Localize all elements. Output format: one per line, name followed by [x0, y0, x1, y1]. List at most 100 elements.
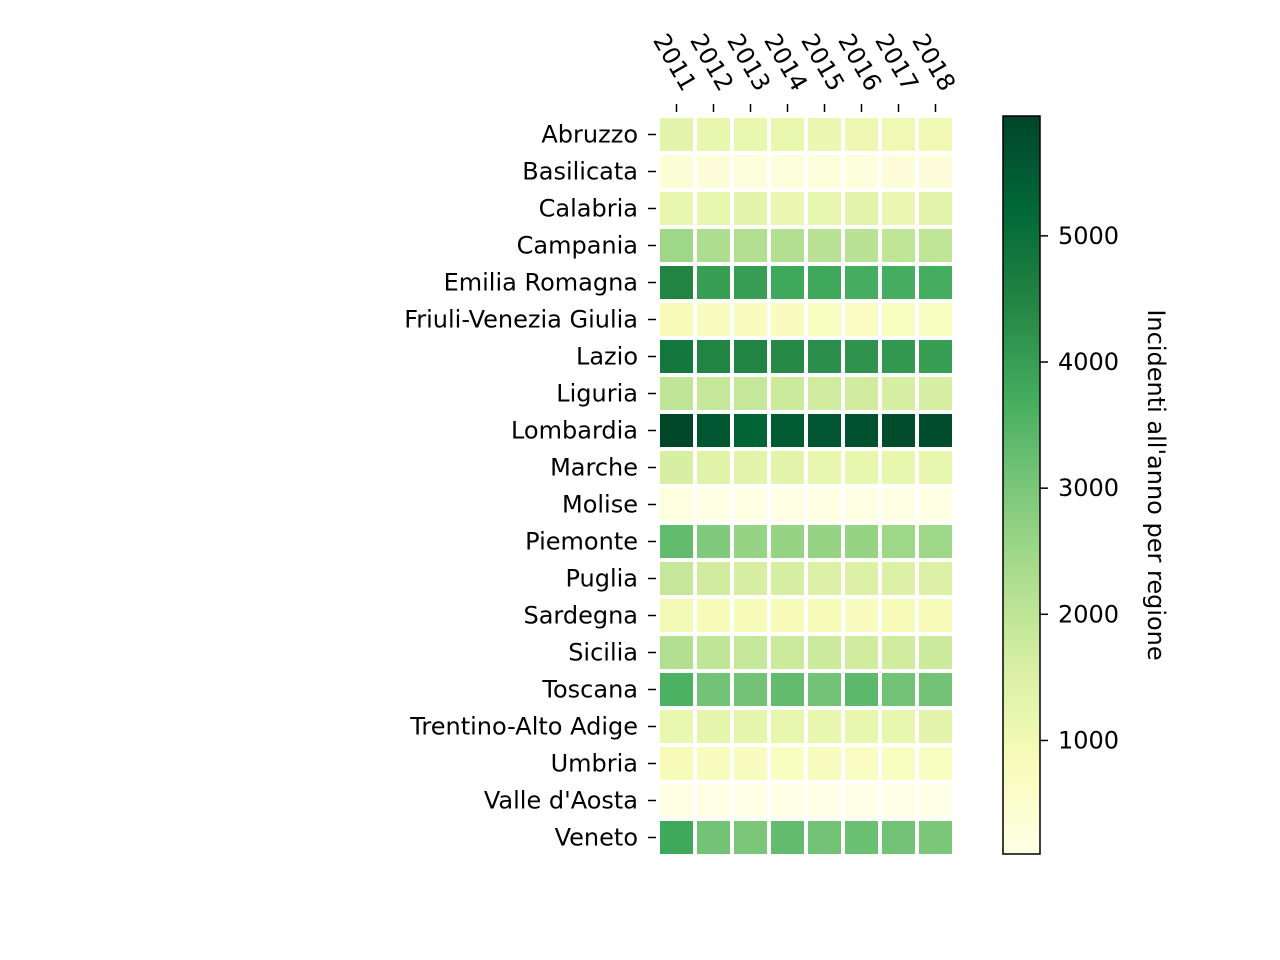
heatmap-cell: [808, 414, 841, 447]
heatmap-cell: [882, 192, 915, 225]
heatmap-cell: [808, 229, 841, 262]
heatmap-cell: [771, 155, 804, 188]
heatmap-cell: [845, 636, 878, 669]
colorbar-gradient: [1002, 115, 1041, 855]
heatmap-cell: [697, 636, 730, 669]
region-labels: Abruzzo Basilicata Calabria Campania Emilia …: [404, 121, 656, 852]
heatmap-cell: [660, 562, 693, 595]
heatmap-cell: [771, 266, 804, 299]
heatmap-cell: [734, 266, 767, 299]
heatmap-cell: [734, 525, 767, 558]
heatmap-cell: [919, 821, 952, 854]
heatmap-cell: [697, 747, 730, 780]
heatmap-cell: [734, 303, 767, 336]
heatmap-cell: [882, 525, 915, 558]
heatmap-cell: [697, 340, 730, 373]
heatmap-cell: [734, 673, 767, 706]
heatmap-cell: [919, 710, 952, 743]
heatmap-cell: [845, 192, 878, 225]
heatmap-cell: [919, 488, 952, 521]
heatmap-cell: [808, 821, 841, 854]
heatmap-cell: [771, 192, 804, 225]
heatmap-cell: [734, 562, 767, 595]
heatmap-cell: [660, 303, 693, 336]
colorbar-label: Incidenti all'anno per regione: [1142, 309, 1170, 660]
heatmap-cell: [660, 377, 693, 410]
heatmap-cell: [734, 488, 767, 521]
heatmap-cell: [808, 451, 841, 484]
heatmap-cell: [734, 192, 767, 225]
heatmap-cell: [845, 155, 878, 188]
heatmap-cell: [771, 525, 804, 558]
heatmap-cell: [919, 636, 952, 669]
heatmap-cell: [808, 340, 841, 373]
heatmap-cell: [660, 488, 693, 521]
heatmap-cell: [882, 599, 915, 632]
heatmap-cell: [808, 155, 841, 188]
heatmap-cell: [734, 710, 767, 743]
heatmap-cell: [845, 747, 878, 780]
heatmap-cell: [919, 377, 952, 410]
heatmap-cell: [660, 710, 693, 743]
heatmap-cell: [882, 747, 915, 780]
colorbar-tick-label: 5000: [1058, 222, 1119, 250]
y-tick-label: Abruzzo: [541, 121, 638, 149]
heatmap-cell: [660, 673, 693, 706]
heatmap-cell: [919, 229, 952, 262]
heatmap-cell: [919, 414, 952, 447]
heatmap-cell: [882, 118, 915, 151]
heatmap-cell: [660, 192, 693, 225]
heatmap-cell: [919, 118, 952, 151]
heatmap-cell: [845, 340, 878, 373]
heatmap-cell: [660, 747, 693, 780]
y-tick-label: Toscana: [541, 676, 638, 704]
heatmap-cell: [697, 266, 730, 299]
heatmap-cell: [845, 229, 878, 262]
heatmap-cell: [845, 414, 878, 447]
heatmap-cell: [808, 488, 841, 521]
heatmap-cell: [919, 784, 952, 817]
heatmap-cell: [660, 636, 693, 669]
heatmap-cell: [697, 488, 730, 521]
heatmap-cell: [771, 377, 804, 410]
heatmap-cell: [882, 340, 915, 373]
heatmap-cell: [734, 377, 767, 410]
heatmap-cell: [734, 155, 767, 188]
heatmap-cell: [697, 414, 730, 447]
heatmap-cell: [845, 673, 878, 706]
heatmap-cell: [882, 266, 915, 299]
heatmap-cell: [808, 192, 841, 225]
heatmap-cell: [771, 414, 804, 447]
heatmap-cell: [734, 784, 767, 817]
heatmap-cell: [771, 599, 804, 632]
heatmap-cell: [734, 747, 767, 780]
y-tick-label: Calabria: [539, 195, 638, 223]
heatmap-cell: [882, 710, 915, 743]
heatmap-cell: [919, 562, 952, 595]
heatmap-cell: [882, 155, 915, 188]
heatmap-cell: [808, 118, 841, 151]
heatmap-cell: [697, 377, 730, 410]
heatmap-cell: [808, 562, 841, 595]
heatmap-cell: [734, 599, 767, 632]
heatmap-cell: [808, 266, 841, 299]
heatmap-cell: [660, 266, 693, 299]
heatmap-cell: [771, 118, 804, 151]
heatmap-cell: [660, 155, 693, 188]
heatmap-cell: [808, 377, 841, 410]
colorbar-tick-label: 4000: [1058, 348, 1119, 376]
heatmap-cell: [660, 451, 693, 484]
heatmap-cell: [697, 229, 730, 262]
heatmap-cell: [919, 525, 952, 558]
heatmap-cell: [808, 599, 841, 632]
y-tick-label: Lombardia: [511, 417, 638, 445]
heatmap-cell: [697, 303, 730, 336]
y-tick-label: Campania: [517, 232, 638, 260]
heatmap-cell: [808, 303, 841, 336]
heatmap-cell: [882, 377, 915, 410]
heatmap-cell: [697, 673, 730, 706]
heatmap-cell: [660, 340, 693, 373]
y-tick-label: Trentino-Alto Adige: [409, 713, 638, 741]
colorbar: 1000 2000 3000 4000 5000 Incidenti all'anno …: [1002, 115, 1170, 855]
